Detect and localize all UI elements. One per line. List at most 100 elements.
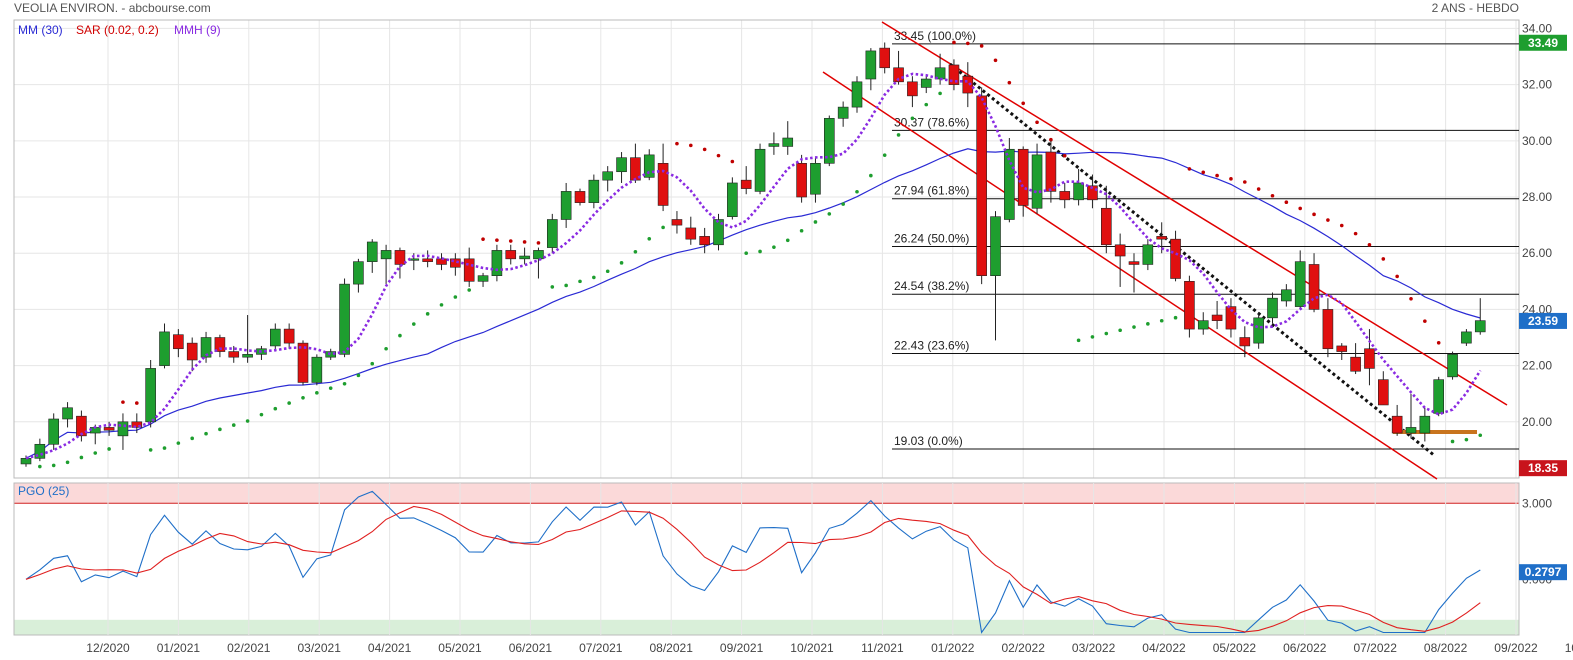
candle-body (837, 106, 849, 119)
sar-dot (1298, 206, 1302, 211)
candle-body (159, 331, 170, 366)
legend-mmh: MMH (9) (174, 23, 221, 37)
candle-body (879, 47, 891, 69)
pgo-zones (14, 483, 1519, 635)
candle-body (200, 337, 212, 358)
main-grid (14, 20, 1519, 478)
candle-body (1419, 415, 1431, 434)
sar-dot (799, 228, 804, 233)
candle-body (117, 421, 129, 437)
sar-dot (633, 249, 638, 254)
candle-body (1031, 154, 1043, 209)
candle-body (1239, 337, 1251, 347)
candle-body (1253, 317, 1264, 344)
sar-dot (896, 133, 901, 137)
sar-dot (508, 239, 513, 243)
candle-body (283, 328, 295, 344)
candle-body (865, 50, 877, 80)
candle-body (1004, 148, 1015, 220)
sar-dot (481, 237, 485, 241)
sar-dot (51, 463, 56, 468)
period-label: 2 ANS - HEBDO (1432, 1, 1519, 15)
candle-body (699, 236, 710, 246)
sar-dot (467, 288, 472, 292)
candle-body (103, 427, 115, 431)
sar-dot (1436, 340, 1441, 345)
dotted-trendline (949, 62, 1436, 458)
sar-dot (176, 441, 181, 445)
candle-body (380, 250, 392, 260)
pgo-signal-line (25, 505, 1481, 633)
candle-body (754, 148, 766, 192)
sar-dot (1229, 177, 1233, 181)
candle-body (48, 418, 60, 445)
sar-dot (412, 322, 416, 326)
candle-body (20, 458, 32, 465)
candle-body (353, 261, 364, 285)
pgo-y-tick-label: 3.000 (1522, 496, 1552, 510)
sar-dot (952, 40, 956, 45)
candle-body (1308, 264, 1320, 310)
sar-dot (1464, 437, 1469, 442)
y-tick-label: 30.00 (1522, 134, 1552, 148)
sar-dot (1187, 167, 1192, 171)
x-tick-label: 02/2022 (1002, 641, 1046, 655)
sar-dot (162, 446, 167, 450)
y-tick-label: 34.00 (1522, 21, 1552, 35)
sar-dot (772, 245, 776, 249)
candle-body (796, 163, 807, 198)
fib-label: 26.24 (50.0%) (894, 231, 969, 245)
candle-body (1197, 320, 1209, 330)
sar-dot (190, 436, 194, 441)
mm30-path (25, 148, 1481, 459)
sar-dot (536, 241, 541, 245)
sar-dot (1284, 200, 1289, 204)
sar-dot (647, 236, 652, 241)
sar-dot (1146, 322, 1150, 326)
fib-label: 27.94 (61.8%) (894, 184, 969, 198)
sar-dot (245, 419, 250, 423)
candle-body (1405, 427, 1417, 434)
sar-dot (79, 455, 84, 460)
fib-label: 24.54 (38.2%) (894, 279, 969, 293)
sar-dot (218, 427, 222, 432)
legend-pgo: PGO (25) (18, 484, 69, 498)
sar-dot (1159, 318, 1164, 323)
candle-body (713, 219, 724, 246)
sar-dot (1270, 193, 1275, 198)
sar-dot (1409, 296, 1413, 301)
sar-dot (1062, 153, 1067, 158)
x-tick-label: 09/2021 (720, 641, 764, 655)
sar-dot (1381, 257, 1386, 261)
candle-body (1059, 191, 1071, 201)
sar-dot (869, 173, 873, 178)
x-tick-label: 07/2021 (579, 641, 623, 655)
x-tick-label: 05/2021 (438, 641, 482, 655)
x-tick-label: 10/2022 (1565, 641, 1573, 655)
candle-body (1087, 185, 1098, 201)
sar-dot (1326, 218, 1330, 222)
sar-dot (1021, 101, 1025, 106)
sar-dot (979, 44, 984, 48)
sar-dot (1090, 335, 1095, 339)
candle-body (962, 75, 974, 94)
last-price-badge: 23.59 (1528, 314, 1558, 328)
sar-dot (342, 381, 347, 386)
overbought-zone (14, 483, 1519, 504)
candle-body (533, 250, 544, 260)
candle-body (1017, 148, 1029, 206)
fib-label: 33.45 (100.0%) (894, 29, 976, 43)
sar-dot (273, 406, 278, 411)
candle-body (463, 258, 475, 282)
x-tick-label: 11/2021 (861, 641, 904, 655)
candle-body (269, 328, 281, 347)
sar-dot (1256, 187, 1261, 191)
candle-body (643, 154, 655, 178)
candle-body (1350, 356, 1361, 372)
sar-dot (1367, 243, 1372, 247)
candle-body (477, 275, 489, 282)
sar-dot (425, 312, 430, 316)
candle-body (1391, 415, 1403, 434)
sar-dot (882, 153, 887, 157)
